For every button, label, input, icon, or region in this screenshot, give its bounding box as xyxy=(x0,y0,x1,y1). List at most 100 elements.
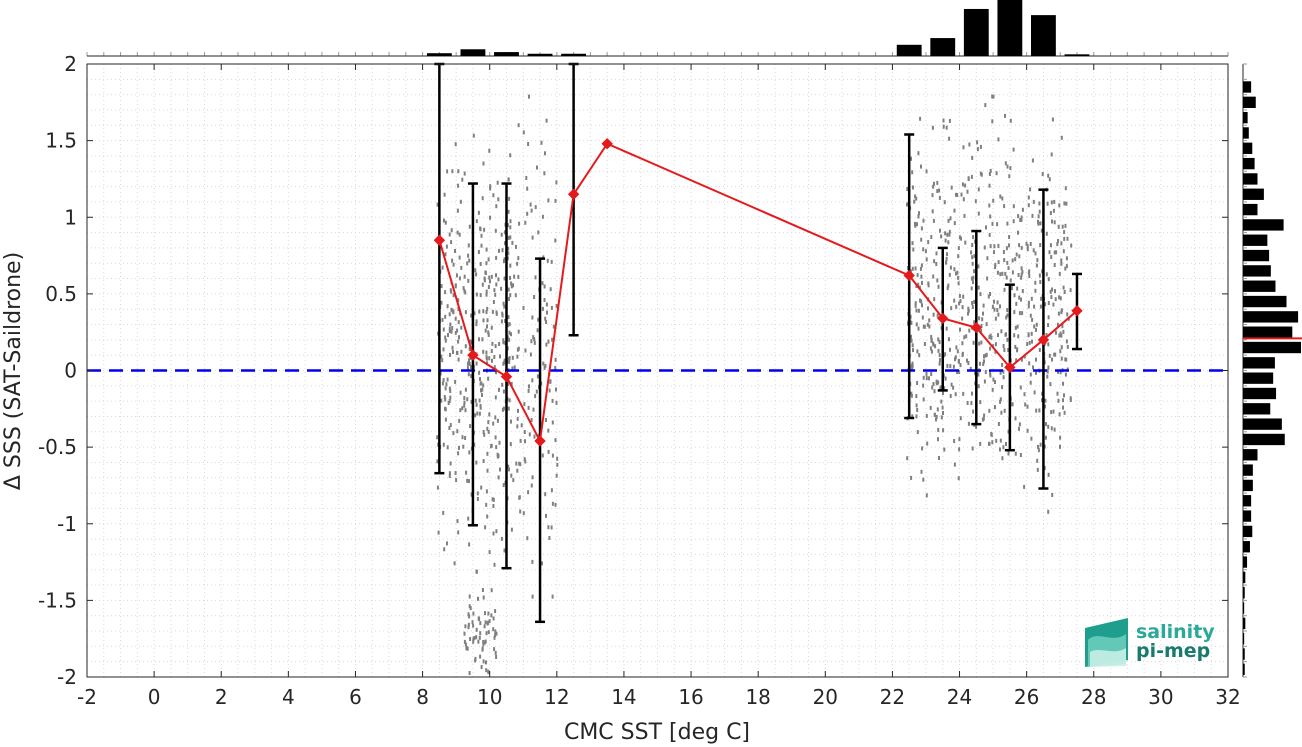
scatter-point xyxy=(522,130,525,135)
hist-y-bar xyxy=(1243,449,1258,461)
scatter-point xyxy=(930,349,933,354)
scatter-point xyxy=(1058,333,1061,338)
scatter-point xyxy=(1049,243,1052,248)
scatter-point xyxy=(459,199,462,204)
scatter-point xyxy=(980,340,983,345)
scatter-point xyxy=(486,426,489,431)
scatter-point xyxy=(916,381,919,385)
scatter-point xyxy=(511,355,514,360)
hist-y-bar xyxy=(1243,326,1293,338)
hist-y-bar xyxy=(1243,418,1282,430)
scatter-point xyxy=(535,389,538,394)
scatter-point xyxy=(476,491,479,496)
scatter-point xyxy=(925,371,928,376)
scatter-point xyxy=(977,285,980,290)
scatter-point xyxy=(494,609,497,614)
scatter-point xyxy=(533,340,536,345)
scatter-point xyxy=(440,284,443,289)
scatter-point xyxy=(937,437,939,442)
scatter-point xyxy=(482,161,485,166)
scatter-point xyxy=(979,171,982,176)
scatter-point xyxy=(551,453,554,458)
scatter-point xyxy=(1061,224,1064,229)
x-histogram xyxy=(86,0,1229,57)
scatter-point xyxy=(495,282,498,287)
scatter-point xyxy=(478,411,481,416)
scatter-point xyxy=(477,639,480,644)
scatter-point xyxy=(502,389,505,394)
scatter-point xyxy=(1012,147,1015,152)
scatter-point xyxy=(1021,269,1024,274)
scatter-point xyxy=(463,631,466,636)
scatter-point xyxy=(536,328,539,333)
scatter-point xyxy=(522,511,525,516)
scatter-point xyxy=(1031,339,1033,344)
scatter-point xyxy=(475,319,478,324)
scatter-point xyxy=(991,119,994,124)
scatter-point xyxy=(548,536,551,540)
scatter-point xyxy=(914,194,917,199)
scatter-point xyxy=(464,344,467,349)
scatter-point xyxy=(490,444,493,449)
scatter-point xyxy=(1001,385,1004,390)
scatter-point xyxy=(450,307,453,312)
scatter-point xyxy=(454,379,457,384)
scatter-point xyxy=(463,396,466,400)
scatter-point xyxy=(1030,331,1033,336)
scatter-point xyxy=(543,171,546,176)
scatter-point xyxy=(467,361,469,366)
scatter-point xyxy=(497,197,500,202)
scatter-point xyxy=(480,381,483,386)
scatter-point xyxy=(511,240,514,245)
scatter-point xyxy=(911,414,914,419)
hist-y-bar xyxy=(1243,341,1301,354)
scatter-point xyxy=(485,660,487,665)
scatter-point xyxy=(458,418,461,423)
scatter-point xyxy=(1020,357,1023,362)
scatter-point xyxy=(966,358,968,363)
hist-y-bar xyxy=(1243,372,1274,384)
scatter-point xyxy=(933,297,936,302)
scatter-point xyxy=(989,214,992,219)
scatter-point xyxy=(1001,271,1004,276)
scatter-point xyxy=(501,407,504,412)
scatter-point xyxy=(1011,270,1014,275)
scatter-point xyxy=(967,308,970,313)
salinity-pi-mep-logo: salinity pi-mep xyxy=(1085,618,1215,667)
hist-y-bar xyxy=(1243,295,1287,308)
scatter-point xyxy=(976,140,979,145)
hist-x-bar xyxy=(426,53,452,56)
scatter-point xyxy=(928,318,931,323)
x-tick-label: 10 xyxy=(477,685,502,709)
scatter-point xyxy=(1013,333,1016,338)
scatter-point xyxy=(945,257,948,261)
scatter-point xyxy=(1025,241,1028,246)
scatter-point xyxy=(454,249,456,253)
scatter-point xyxy=(1005,315,1008,320)
scatter-point xyxy=(906,456,909,461)
scatter-point xyxy=(498,248,500,253)
scatter-point xyxy=(962,197,965,202)
scatter-point xyxy=(463,171,466,176)
scatter-point xyxy=(483,276,486,281)
scatter-point xyxy=(911,266,914,271)
scatter-point xyxy=(1014,344,1017,349)
scatter-point xyxy=(1048,177,1051,182)
scatter-point xyxy=(922,247,925,252)
scatter-point xyxy=(991,387,994,392)
scatter-point xyxy=(469,339,472,344)
scatter-point xyxy=(921,315,924,320)
scatter-point xyxy=(980,323,983,328)
scatter-point xyxy=(958,235,961,240)
scatter-point xyxy=(507,315,510,320)
x-tick-label: 20 xyxy=(813,685,838,709)
scatter-point xyxy=(944,376,947,381)
scatter-point xyxy=(956,270,959,275)
scatter-point xyxy=(530,483,533,488)
mean-marker xyxy=(567,188,580,200)
scatter-point xyxy=(494,344,497,349)
scatter-point xyxy=(524,348,527,353)
scatter-point xyxy=(1028,340,1031,345)
scatter-point xyxy=(483,227,486,232)
scatter-point xyxy=(474,658,477,663)
